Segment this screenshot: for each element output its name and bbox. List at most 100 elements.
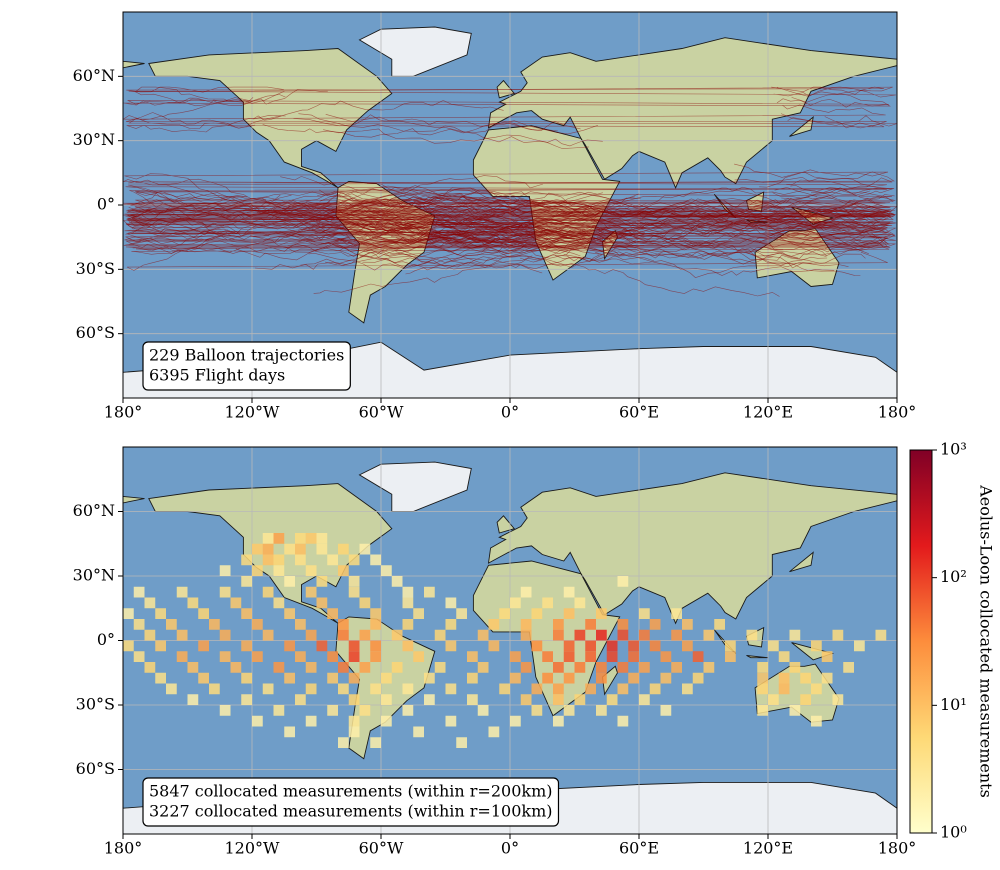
- heat-cell: [402, 683, 414, 695]
- heat-cell: [295, 533, 306, 544]
- heat-cell: [144, 662, 156, 673]
- trajectory: [520, 257, 780, 297]
- heat-cell: [187, 694, 199, 705]
- heat-cell: [348, 576, 360, 587]
- heat-cell: [456, 608, 467, 619]
- trajectory: [298, 113, 581, 133]
- y-tick-label: 30°N: [73, 566, 115, 585]
- heat-cell: [284, 543, 295, 555]
- heat-cell: [553, 629, 564, 641]
- heat-cell: [359, 597, 371, 609]
- x-tick-label: 180°: [878, 839, 917, 858]
- heat-cell: [553, 694, 564, 705]
- y-tick-label: 0°: [97, 630, 115, 649]
- heat-cell: [703, 662, 715, 673]
- heat-cell: [789, 662, 801, 673]
- heat-cell: [316, 576, 328, 587]
- heat-cell: [284, 608, 295, 619]
- heat-cell: [757, 672, 768, 684]
- heat-cell: [241, 672, 252, 684]
- heat-cell: [273, 662, 285, 673]
- heat-cell: [542, 672, 553, 684]
- heat-cell: [230, 597, 242, 609]
- x-tick-label: 120°W: [225, 403, 281, 422]
- heat-cell: [821, 672, 833, 684]
- heat-cell: [316, 533, 328, 544]
- heat-cell: [671, 608, 682, 619]
- heat-cell: [488, 726, 500, 738]
- y-tick-label: 60°N: [73, 501, 115, 520]
- heat-cell: [381, 694, 392, 705]
- colorbar-tick-label: 10¹: [940, 695, 967, 714]
- heat-cell: [832, 629, 844, 641]
- heat-cell: [359, 543, 371, 555]
- heat-cell: [338, 565, 349, 576]
- heat-cell: [445, 715, 457, 727]
- x-tick-label: 60°W: [359, 403, 404, 422]
- trajectory: [125, 89, 887, 129]
- trajectory: [569, 217, 866, 232]
- land: [789, 551, 814, 573]
- heat-cell: [746, 629, 758, 641]
- trajectory: [320, 197, 589, 217]
- heat-cell: [370, 640, 381, 652]
- heat-cell: [596, 629, 607, 641]
- colorbar-tick-label: 10²: [940, 567, 967, 586]
- heat-cell: [359, 705, 371, 716]
- heat-cell: [660, 672, 672, 684]
- heat-cell: [639, 662, 650, 673]
- heat-cell: [520, 694, 532, 705]
- heat-cell: [757, 705, 768, 716]
- trajectory: [308, 243, 538, 264]
- heat-cell: [456, 737, 467, 748]
- heat-cell: [262, 629, 274, 641]
- trajectory: [254, 255, 533, 270]
- heat-cell: [370, 619, 381, 630]
- heat-cell: [531, 640, 543, 652]
- heat-cell: [305, 565, 317, 576]
- heat-cell: [176, 651, 188, 662]
- heat-cell: [338, 683, 349, 695]
- heat-cell: [488, 640, 500, 652]
- heat-cell: [811, 715, 822, 727]
- trajectory: [522, 237, 774, 265]
- trajectory: [388, 229, 639, 242]
- heat-cell: [510, 715, 521, 727]
- heat-cell: [768, 640, 779, 652]
- heat-cell: [649, 683, 661, 695]
- heat-cell: [639, 694, 650, 705]
- x-tick-label: 120°W: [225, 839, 281, 858]
- trajectory: [283, 237, 581, 257]
- trajectory: [128, 225, 888, 255]
- heat-cell: [606, 640, 618, 652]
- heat-cell: [574, 597, 586, 609]
- trajectory: [267, 209, 551, 230]
- heat-cell: [628, 651, 639, 662]
- heat-cell: [133, 651, 145, 662]
- trajectory: [123, 104, 886, 128]
- x-tick-label: 0°: [501, 403, 519, 422]
- trajectory: [123, 178, 887, 202]
- heat-cell: [757, 683, 768, 695]
- heat-cell: [262, 554, 274, 566]
- heat-cell: [413, 726, 424, 738]
- heat-cell: [617, 683, 629, 695]
- trajectory: [319, 193, 586, 231]
- x-tick-label: 60°W: [359, 839, 404, 858]
- land: [123, 60, 145, 69]
- heat-cell: [596, 705, 607, 716]
- trajectory: [577, 242, 849, 269]
- map-panel: [123, 447, 897, 834]
- trajectory: [210, 202, 494, 222]
- heat-cell: [671, 662, 682, 673]
- heat-cell: [768, 694, 779, 705]
- heat-cell: [424, 694, 435, 705]
- trajectory: [130, 209, 897, 225]
- heat-cell: [445, 597, 457, 609]
- heat-cell: [123, 608, 134, 619]
- heat-cell: [273, 533, 285, 544]
- trajectory: [572, 208, 808, 219]
- trajectory: [126, 232, 888, 271]
- heat-cell: [510, 672, 521, 684]
